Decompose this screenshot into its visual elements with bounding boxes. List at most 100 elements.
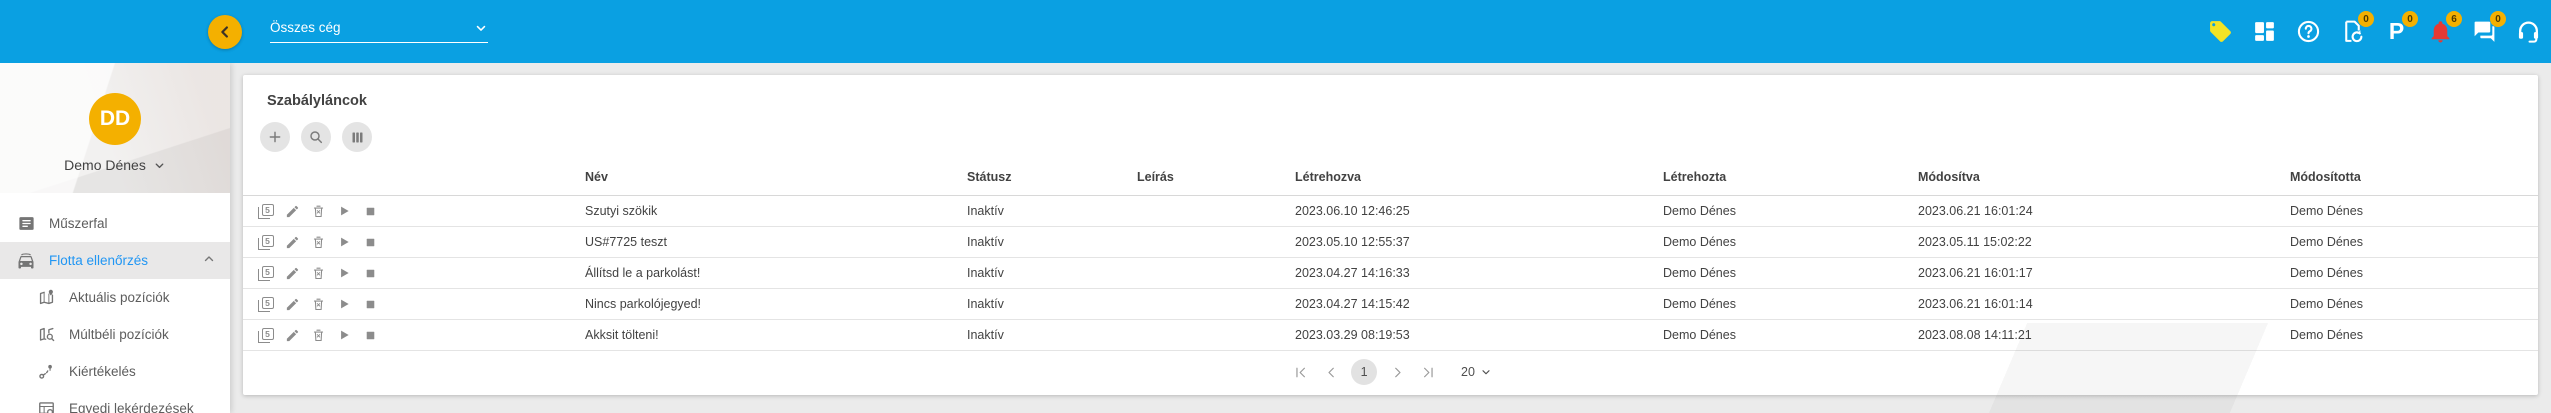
support-headset-icon[interactable]	[2515, 18, 2542, 45]
row-actions: 5	[243, 296, 579, 312]
sidebar-item-muszerfal[interactable]: Műszerfal	[0, 205, 230, 242]
cell-letrehozva: 2023.04.27 14:15:42	[1295, 288, 1663, 320]
document-history-icon[interactable]: 0	[2339, 11, 2374, 45]
dashboard-list-icon	[16, 214, 36, 234]
current-page[interactable]: 1	[1351, 359, 1378, 385]
edit-icon[interactable]	[284, 296, 300, 312]
sidebar-item-multbeli-poziciok[interactable]: Múltbéli pozíciók	[0, 316, 230, 353]
cell-modositotta: Demo Dénes	[2290, 288, 2538, 320]
copy-icon[interactable]: 5	[258, 203, 274, 219]
table-row[interactable]: 5	[243, 319, 2538, 351]
search-button[interactable]	[301, 122, 331, 152]
cell-statusz: Inaktív	[967, 226, 1137, 258]
user-name: Demo Dénes	[64, 157, 146, 173]
sidebar-item-egyedi-lekerdezesek[interactable]: Egyedi lekérdezések	[0, 390, 230, 413]
delete-icon[interactable]	[310, 327, 326, 343]
cell-nev: Állítsd le a parkolást!	[585, 257, 967, 289]
sidebar-item-label: Aktuális pozíciók	[69, 290, 170, 305]
collapse-sidebar-button[interactable]	[208, 14, 242, 49]
stop-icon[interactable]	[362, 234, 378, 250]
cell-leiras	[1137, 319, 1295, 351]
play-icon[interactable]	[336, 327, 352, 343]
sidebar-item-flotta-ellenorzes[interactable]: Flotta ellenőrzés	[0, 242, 230, 279]
delete-icon[interactable]	[310, 265, 326, 281]
map-search-icon	[36, 325, 56, 345]
cell-letrehozva: 2023.03.29 08:19:53	[1295, 319, 1663, 351]
play-icon[interactable]	[336, 265, 352, 281]
cell-nev: Szutyi szökik	[585, 195, 967, 227]
help-icon[interactable]	[2295, 18, 2322, 45]
table-row[interactable]: 5	[243, 195, 2538, 227]
cell-letrehozta: Demo Dénes	[1663, 288, 1918, 320]
delete-icon[interactable]	[310, 296, 326, 312]
parking-icon[interactable]: P 0	[2383, 11, 2418, 45]
stop-icon[interactable]	[362, 296, 378, 312]
fleet-car-icon	[16, 251, 36, 271]
copy-icon[interactable]: 5	[258, 265, 274, 281]
delete-icon[interactable]	[310, 203, 326, 219]
copy-icon[interactable]: 5	[258, 234, 274, 250]
column-letrehozta[interactable]: Létrehozta	[1663, 161, 1918, 196]
add-button[interactable]	[260, 122, 290, 152]
cell-letrehozva: 2023.05.10 12:55:37	[1295, 226, 1663, 258]
last-page-icon[interactable]	[1417, 361, 1439, 383]
play-icon[interactable]	[336, 203, 352, 219]
table-body: 5	[243, 195, 2538, 351]
play-icon[interactable]	[336, 296, 352, 312]
sidebar-item-kiertekeles[interactable]: Kiértékelés	[0, 353, 230, 390]
row-actions: 5	[243, 327, 579, 343]
prev-page-icon[interactable]	[1320, 361, 1342, 383]
table-search-icon	[36, 399, 56, 413]
delete-icon[interactable]	[310, 234, 326, 250]
column-nev[interactable]: Név	[585, 161, 967, 196]
copy-icon[interactable]: 5	[258, 327, 274, 343]
sidebar-item-aktualis-poziciok[interactable]: Aktuális pozíciók	[0, 279, 230, 316]
rule-chains-card: Szabályláncok Név Státusz	[243, 75, 2538, 395]
cell-letrehozva: 2023.06.10 12:46:25	[1295, 195, 1663, 227]
stop-icon[interactable]	[362, 203, 378, 219]
edit-icon[interactable]	[284, 203, 300, 219]
parking-badge: 0	[2402, 11, 2418, 27]
stop-icon[interactable]	[362, 327, 378, 343]
column-leiras[interactable]: Leírás	[1137, 161, 1295, 196]
sidebar-item-label: Egyedi lekérdezések	[69, 401, 194, 413]
search-icon	[310, 131, 323, 144]
notifications-bell-icon[interactable]: 6	[2427, 11, 2462, 45]
column-modositotta[interactable]: Módosította	[2290, 161, 2538, 196]
chevron-left-icon	[221, 25, 228, 38]
column-modositva[interactable]: Módosítva	[1918, 161, 2290, 196]
cell-leiras	[1137, 288, 1295, 320]
first-page-icon[interactable]	[1289, 361, 1311, 383]
header-icon-bar: 0 P 0 6 0	[2207, 11, 2542, 45]
edit-icon[interactable]	[284, 327, 300, 343]
company-selector-value: Összes cég	[270, 20, 341, 35]
cell-nev: Akksit tölteni!	[585, 319, 967, 351]
column-statusz[interactable]: Státusz	[967, 161, 1137, 196]
table-row[interactable]: 5	[243, 288, 2538, 320]
messages-icon[interactable]: 0	[2471, 11, 2506, 45]
tag-icon[interactable]	[2207, 18, 2234, 45]
cell-modositva: 2023.06.21 16:01:24	[1918, 195, 2290, 227]
map-pin-icon	[36, 288, 56, 308]
stop-icon[interactable]	[362, 265, 378, 281]
columns-button[interactable]	[342, 122, 372, 152]
play-icon[interactable]	[336, 234, 352, 250]
table-row[interactable]: 5	[243, 226, 2538, 258]
cell-statusz: Inaktív	[967, 257, 1137, 289]
cell-letrehozva: 2023.04.27 14:16:33	[1295, 257, 1663, 289]
sidebar-item-label: Kiértékelés	[69, 364, 136, 379]
company-selector[interactable]: Összes cég	[270, 20, 488, 43]
edit-icon[interactable]	[284, 265, 300, 281]
table-row[interactable]: 5	[243, 257, 2538, 289]
dashboard-grid-icon[interactable]	[2251, 18, 2278, 45]
next-page-icon[interactable]	[1386, 361, 1408, 383]
avatar[interactable]: DD	[89, 93, 141, 145]
page-size-selector[interactable]: 20	[1461, 365, 1492, 379]
column-letrehozva[interactable]: Létrehozva	[1295, 161, 1663, 196]
user-menu[interactable]: Demo Dénes	[64, 157, 166, 173]
edit-icon[interactable]	[284, 234, 300, 250]
notifications-badge: 6	[2446, 11, 2462, 27]
columns-icon	[352, 132, 362, 142]
copy-icon[interactable]: 5	[258, 296, 274, 312]
cell-modositotta: Demo Dénes	[2290, 257, 2538, 289]
